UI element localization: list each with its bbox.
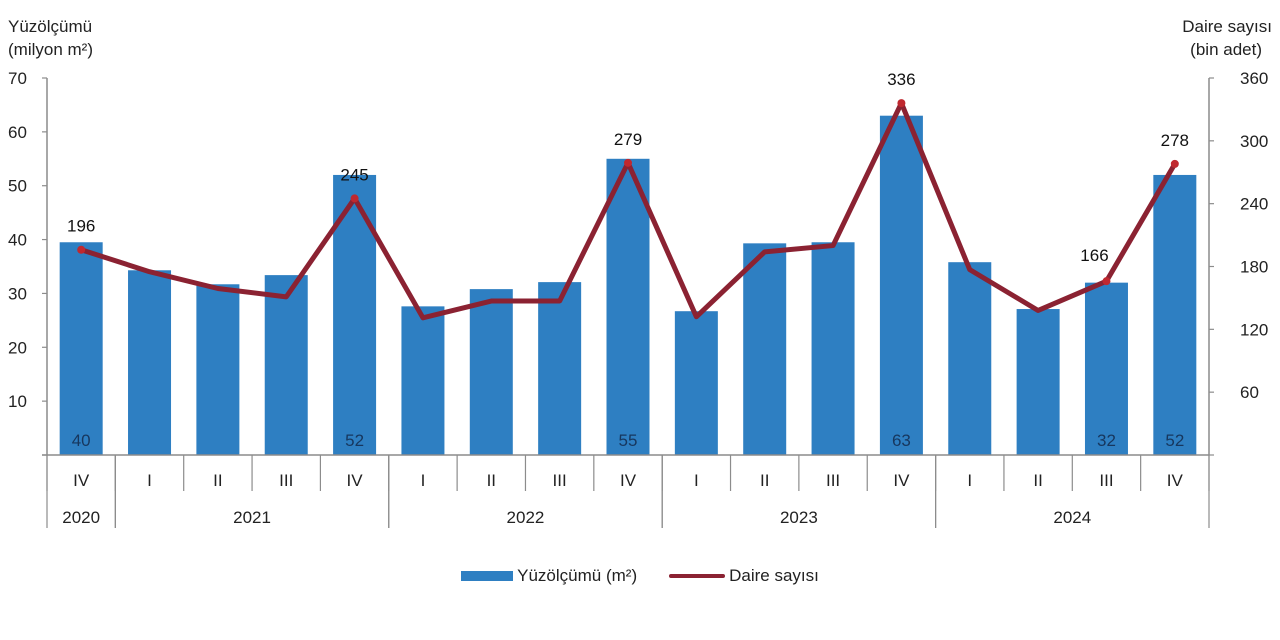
bar: [1153, 174, 1197, 455]
right-tick-label: 240: [1240, 195, 1268, 214]
bar: [743, 243, 787, 455]
bar-value-label: 40: [72, 431, 91, 450]
right-axis-title-line2: (bin adet): [1190, 40, 1262, 59]
quarter-label: II: [1033, 471, 1042, 490]
legend-item-dwellings: Daire sayısı: [669, 566, 819, 586]
year-label: 2022: [507, 508, 545, 527]
bar: [196, 284, 240, 455]
line-marker: [897, 99, 906, 108]
quarter-label: III: [1099, 471, 1113, 490]
line-marker: [350, 194, 359, 203]
quarter-label: IV: [893, 471, 910, 490]
left-tick-label: 30: [8, 284, 27, 303]
quarter-label: II: [760, 471, 769, 490]
legend-bar-label: Yüzölçümü (m²): [517, 566, 638, 585]
right-tick-label: 60: [1240, 383, 1259, 402]
right-tick-label: 360: [1240, 69, 1268, 88]
bar: [538, 282, 582, 455]
bar: [674, 311, 718, 455]
right-tick-label: 180: [1240, 258, 1268, 277]
bar: [948, 262, 992, 455]
legend-item-area: Yüzölçümü (m²): [461, 566, 637, 586]
left-axis-title-line2: (milyon m²): [8, 40, 93, 59]
line-value-label: 279: [614, 130, 642, 149]
quarter-label: II: [213, 471, 222, 490]
bar: [59, 242, 103, 455]
right-axis: 60 120 180 240 300 360: [1208, 69, 1268, 456]
line-marker: [1170, 159, 1179, 168]
bar: [401, 306, 445, 455]
axis-titles: Yüzölçümü (milyon m²) Daire sayısı (bin …: [8, 17, 1272, 59]
bar: [879, 115, 923, 455]
legend: Yüzölçümü (m²) Daire sayısı: [0, 566, 1280, 586]
bar: [606, 158, 650, 456]
left-tick-label: 70: [8, 69, 27, 88]
quarter-label: IV: [620, 471, 637, 490]
bar: [1084, 282, 1128, 455]
bar-value-label: 32: [1097, 431, 1116, 450]
quarter-label: III: [279, 471, 293, 490]
quarter-label: I: [967, 471, 972, 490]
legend-line-swatch: [669, 574, 726, 578]
left-tick-label: 20: [8, 338, 27, 357]
bar: [1016, 309, 1060, 455]
line-value-label: 278: [1161, 131, 1189, 150]
quarter-label: IV: [1167, 471, 1184, 490]
bar-value-label: 63: [892, 431, 911, 450]
right-axis-title-line1: Daire sayısı: [1182, 17, 1272, 36]
quarter-label: II: [487, 471, 496, 490]
left-tick-label: 50: [8, 177, 27, 196]
quarter-label: I: [421, 471, 426, 490]
bar-value-label: 52: [1165, 431, 1184, 450]
year-label: 2021: [233, 508, 271, 527]
line-value-label: 336: [887, 70, 915, 89]
left-tick-label: 10: [8, 392, 27, 411]
left-tick-label: 60: [8, 123, 27, 142]
left-axis-title-line1: Yüzölçümü: [8, 17, 92, 36]
line-marker: [77, 245, 86, 254]
quarter-label: III: [553, 471, 567, 490]
line-value-label: 196: [67, 217, 95, 236]
bar-value-label: 52: [345, 431, 364, 450]
year-label: 2020: [62, 508, 100, 527]
quarter-label: IV: [73, 471, 90, 490]
bar: [811, 242, 855, 455]
legend-bar-swatch: [461, 571, 514, 581]
bar: [128, 270, 172, 455]
chart-plot: Yüzölçümü (milyon m²) Daire sayısı (bin …: [8, 17, 1272, 528]
year-label: 2023: [780, 508, 818, 527]
line-value-label: 245: [340, 165, 368, 184]
year-label: 2024: [1053, 508, 1091, 527]
bar: [264, 275, 308, 455]
line-marker: [1102, 277, 1111, 286]
quarter-label: III: [826, 471, 840, 490]
bar-value-label: 55: [619, 431, 638, 450]
right-tick-label: 300: [1240, 132, 1268, 151]
right-tick-label: 120: [1240, 320, 1268, 339]
left-tick-label: 40: [8, 231, 27, 250]
legend-line-label: Daire sayısı: [729, 566, 819, 585]
quarter-label: I: [147, 471, 152, 490]
bar: [469, 289, 513, 455]
quarter-label: IV: [347, 471, 364, 490]
bar-series: 40 52 55 63 32 52: [59, 115, 1197, 456]
left-axis: 10 20 30 40 50 60 70: [8, 69, 48, 456]
quarter-label: I: [694, 471, 699, 490]
line-series: 196 245 279 336 166 278: [67, 70, 1189, 321]
line-value-label: 166: [1080, 246, 1108, 265]
line-marker: [624, 158, 632, 167]
